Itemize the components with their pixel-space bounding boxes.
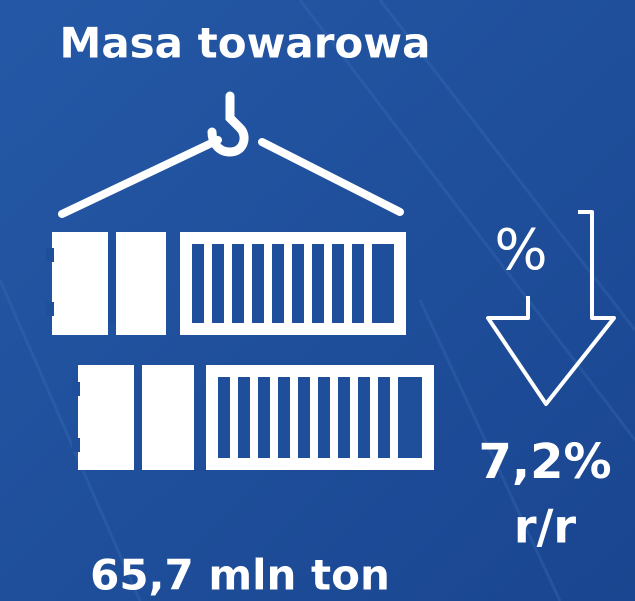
percent-icon: % xyxy=(494,218,547,283)
container-top-left xyxy=(46,232,166,335)
title: Masa towarowa xyxy=(60,19,431,68)
total-value: 65,7 mln ton xyxy=(90,551,390,600)
container-top-right xyxy=(180,232,406,335)
change-period: r/r xyxy=(514,500,576,554)
container-bottom-left xyxy=(72,365,194,470)
down-arrow xyxy=(486,210,616,406)
container-bottom-right xyxy=(206,365,434,470)
crane-hook xyxy=(58,91,404,218)
change-value: 7,2% xyxy=(478,434,611,490)
